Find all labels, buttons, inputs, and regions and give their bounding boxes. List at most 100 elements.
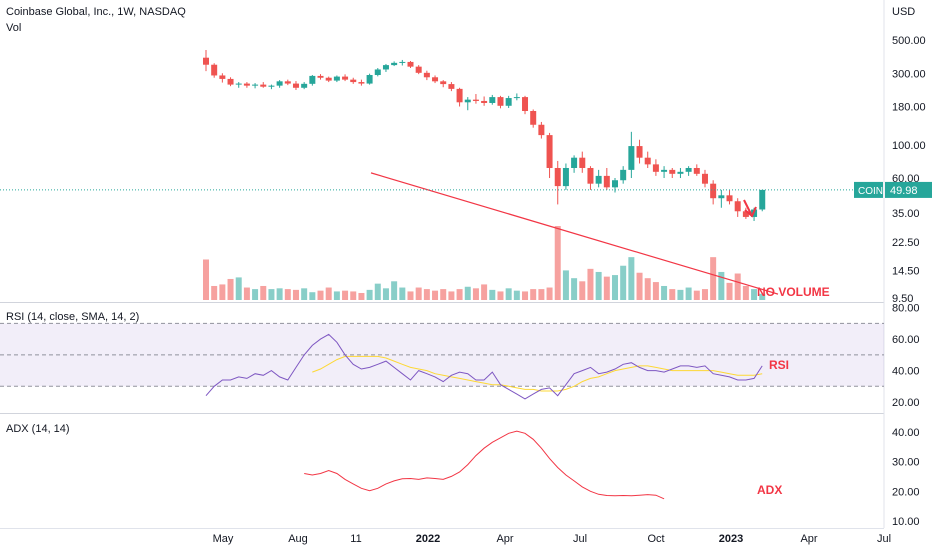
volume-bar xyxy=(284,289,291,300)
volume-bar xyxy=(366,289,373,300)
candle-body xyxy=(399,61,406,63)
volume-bar xyxy=(464,286,471,300)
rsi-tick-label: 20.00 xyxy=(892,397,920,409)
price-tick-label: 180.00 xyxy=(892,102,926,114)
volume-bar xyxy=(489,289,496,300)
candle-body xyxy=(710,183,717,199)
candle-body xyxy=(456,88,463,103)
candle-body xyxy=(546,135,553,168)
adx-line xyxy=(304,430,665,500)
no-volume-annotation: NO VOLUME xyxy=(757,285,830,299)
volume-bar xyxy=(734,273,741,300)
candle-body xyxy=(358,82,365,84)
candle-body xyxy=(472,99,479,101)
volume-bar xyxy=(423,289,430,300)
candle-body xyxy=(325,77,332,81)
volume-bar xyxy=(448,291,455,300)
candle-body xyxy=(350,79,357,83)
volume-bar xyxy=(456,289,463,300)
symbol-tag-label: COIN xyxy=(858,186,883,197)
volume-bar xyxy=(571,278,578,300)
volume-bar xyxy=(235,277,242,300)
candle-body xyxy=(317,75,324,78)
candle-body xyxy=(701,173,708,184)
price-tick-label: 35.00 xyxy=(892,208,920,220)
adx-tick-label: 30.00 xyxy=(892,457,920,469)
volume-bar xyxy=(538,289,545,300)
candle-body xyxy=(628,146,635,170)
price-tick-label: 500.00 xyxy=(892,35,926,47)
candle-body xyxy=(603,175,610,188)
candle-body xyxy=(407,61,414,67)
volume-bar xyxy=(268,289,275,300)
rsi-ma-line xyxy=(312,355,763,392)
volume-bar xyxy=(751,289,758,300)
volume-bar xyxy=(415,287,422,300)
volume-bar xyxy=(211,285,218,300)
volume-bar xyxy=(701,289,708,300)
candle-body xyxy=(333,76,340,81)
candle-body xyxy=(292,83,299,88)
volume-bar xyxy=(652,282,659,300)
price-tick-label: 100.00 xyxy=(892,140,926,152)
volume-bar xyxy=(603,276,610,300)
volume-bar xyxy=(628,257,635,300)
volume-bar xyxy=(342,290,349,300)
volume-bar xyxy=(301,288,308,300)
candle-body xyxy=(374,69,381,76)
volume-bar xyxy=(693,290,700,300)
volume-bar xyxy=(742,285,749,300)
candle-body xyxy=(669,169,676,174)
candle-body xyxy=(301,83,308,88)
candle-body xyxy=(227,78,234,85)
volume-bar xyxy=(358,292,365,300)
candle-body xyxy=(661,169,668,172)
candle-body xyxy=(522,97,529,111)
time-tick-label: Jul xyxy=(877,533,891,545)
time-tick-label: Aug xyxy=(288,533,308,545)
candle-body xyxy=(252,84,259,86)
last-price-label: 49.98 xyxy=(890,185,918,197)
symbol-tag xyxy=(854,181,883,198)
downtrend-line xyxy=(370,172,779,295)
volume-bar xyxy=(432,290,439,300)
candle-body xyxy=(742,211,749,217)
candle-body xyxy=(530,110,537,125)
volume-bar xyxy=(227,278,234,300)
volume-bar xyxy=(644,278,651,300)
down-arrow-head-icon xyxy=(744,206,757,218)
candle-body xyxy=(636,146,643,158)
candle-body xyxy=(235,83,242,85)
time-tick-label: 2022 xyxy=(416,533,440,545)
candle-body xyxy=(726,195,733,202)
candle-body xyxy=(219,75,226,79)
candle-body xyxy=(284,81,291,84)
volume-bar xyxy=(472,288,479,300)
adx-tick-label: 20.00 xyxy=(892,486,920,498)
volume-bar xyxy=(203,259,209,300)
rsi-tick-label: 60.00 xyxy=(892,334,920,346)
candle-body xyxy=(489,97,496,103)
price-tick-label: 22.50 xyxy=(892,237,920,249)
candle-body xyxy=(464,99,471,103)
currency-label: USD xyxy=(892,6,916,18)
volume-bar xyxy=(718,271,725,300)
volume-bar xyxy=(636,272,643,300)
volume-bar xyxy=(587,268,594,300)
candle-body xyxy=(652,164,659,172)
time-tick-label: May xyxy=(213,533,234,545)
volume-bar xyxy=(317,290,324,300)
candle-body xyxy=(211,64,218,76)
candle-body xyxy=(513,97,520,99)
rsi-line xyxy=(205,333,763,400)
rsi-tick-label: 80.00 xyxy=(892,303,920,315)
adx-tick-label: 40.00 xyxy=(892,427,920,439)
candle-body xyxy=(759,189,766,210)
volume-bar xyxy=(530,289,537,300)
volume-bar xyxy=(710,257,717,300)
price-tick-label: 14.50 xyxy=(892,265,920,277)
volume-bar xyxy=(677,289,684,300)
candle-body xyxy=(538,124,545,136)
candle-body xyxy=(448,84,455,89)
